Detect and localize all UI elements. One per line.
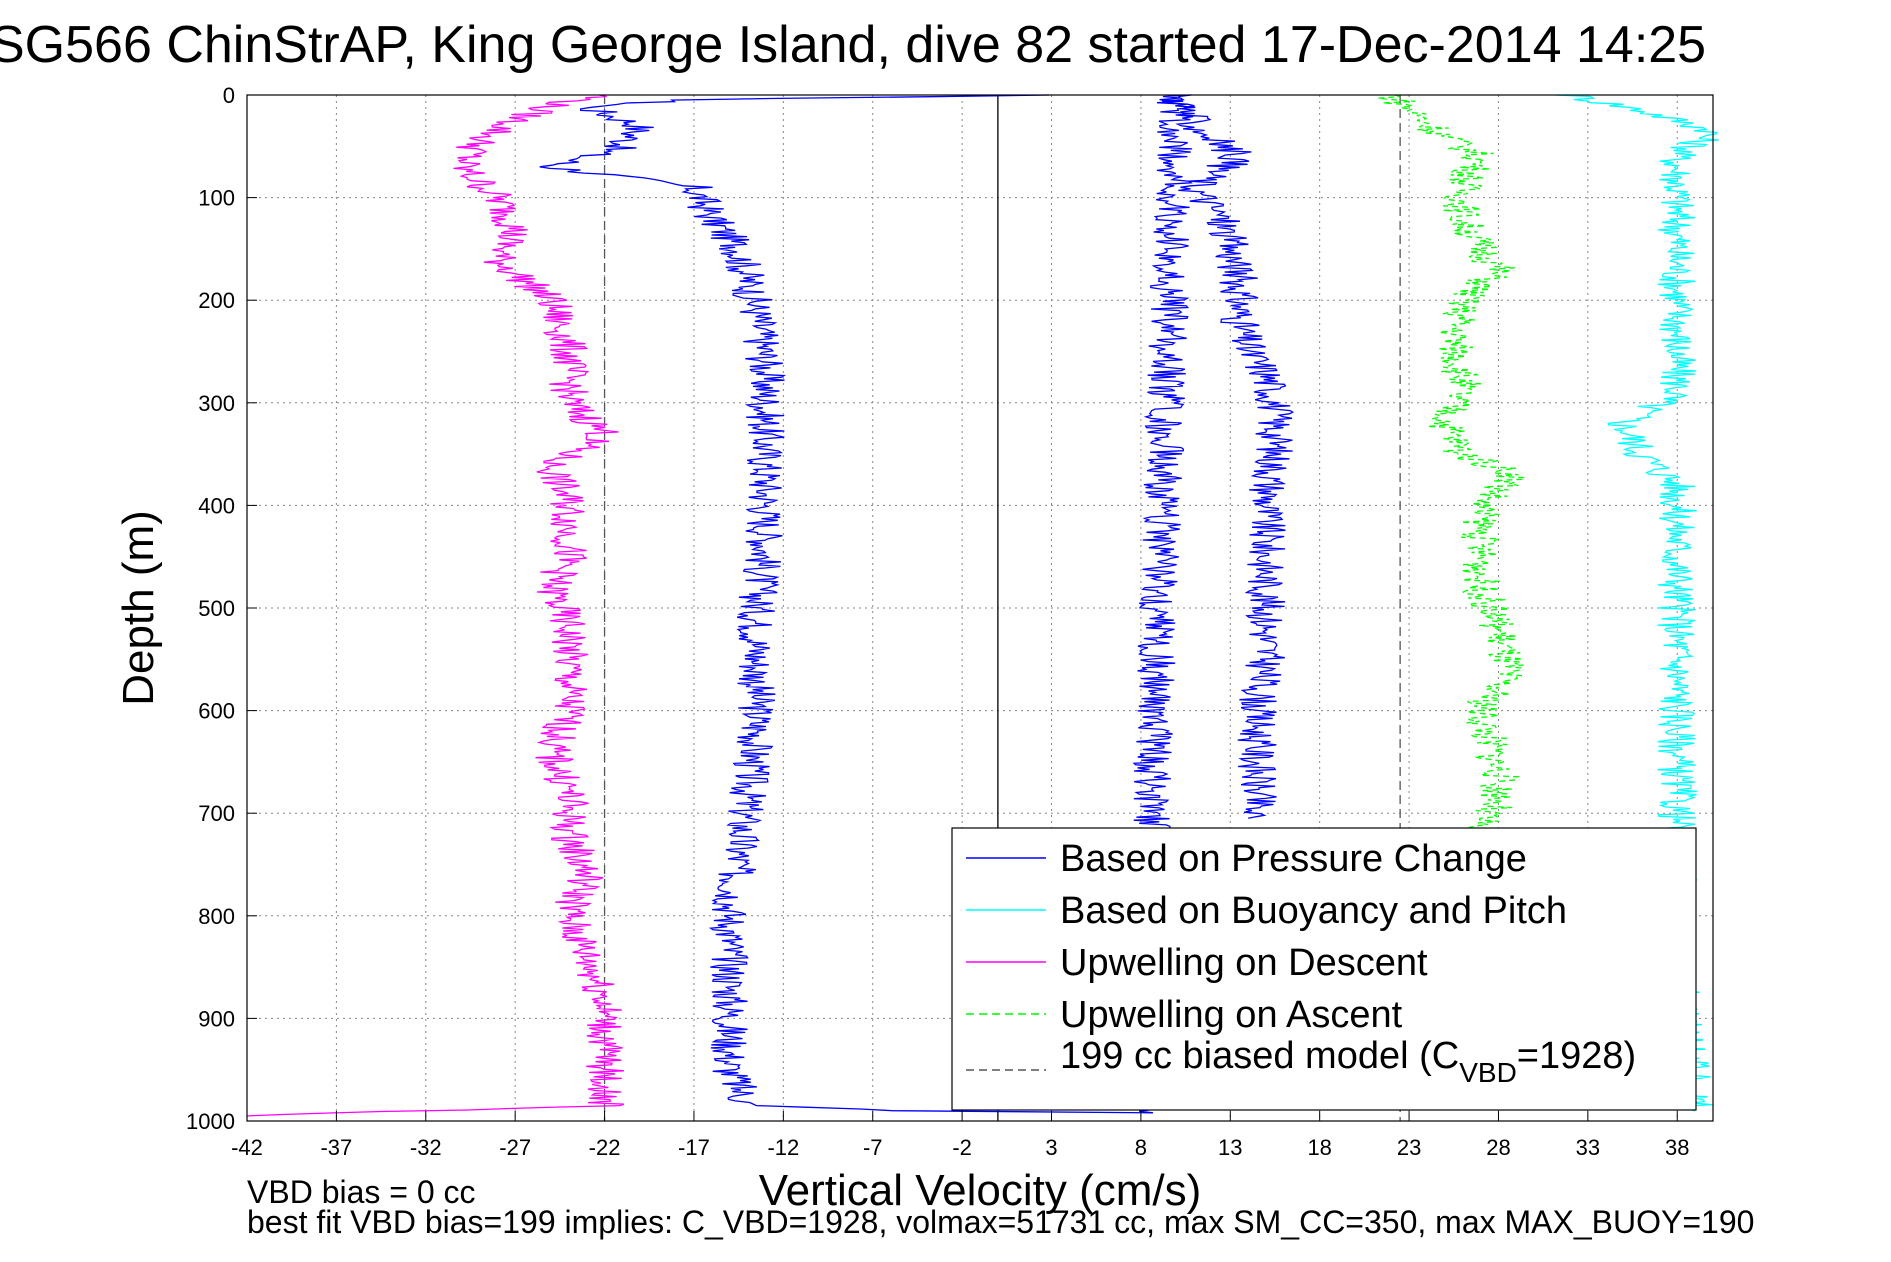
legend-model-prefix: 199 cc biased model (C (1060, 1035, 1459, 1077)
x-tick-label: 33 (1576, 1135, 1600, 1160)
legend-label-descent: Upwelling on Descent (1060, 942, 1428, 984)
series-line (246, 94, 625, 1117)
y-tick-label: 100 (198, 186, 235, 211)
legend-box (951, 827, 1697, 1111)
x-tick-label: -22 (589, 1135, 621, 1160)
legend-model-subscript: VBD (1459, 1057, 1517, 1088)
x-tick-label: 38 (1665, 1135, 1689, 1160)
x-tick-label: -42 (231, 1135, 263, 1160)
x-tick-label: -2 (952, 1135, 972, 1160)
legend: Based on Pressure Change Based on Buoyan… (951, 827, 1697, 1111)
x-tick-label: -7 (863, 1135, 883, 1160)
x-tick-labels: -42 -37 -32 -27 -22 -17 -12 -7 -2 3 8 13 18 23 28 33 38 (231, 1135, 1689, 1160)
x-tick-label: 8 (1135, 1135, 1147, 1160)
legend-label-ascent: Upwelling on Ascent (1060, 994, 1403, 1036)
legend-label-model: 199 cc biased model (CVBD=1928) (1060, 1035, 1636, 1088)
legend-model-suffix: =1928) (1517, 1035, 1636, 1077)
chart-title: SG566 ChinStrAP, King George Island, div… (0, 16, 1706, 74)
x-tick-label: 3 (1045, 1135, 1057, 1160)
y-tick-label: 300 (198, 391, 235, 416)
y-tick-label: 400 (198, 493, 235, 518)
x-tick-label: -12 (767, 1135, 799, 1160)
x-tick-label: -37 (320, 1135, 352, 1160)
y-tick-label: 600 (198, 699, 235, 724)
x-tick-label: 23 (1397, 1135, 1421, 1160)
y-tick-label: 200 (198, 288, 235, 313)
x-axis-label: Vertical Velocity (cm/s) (759, 1166, 1202, 1215)
legend-label-buoyancy: Based on Buoyancy and Pitch (1060, 890, 1567, 932)
y-tick-label: 1000 (186, 1109, 235, 1134)
series-line (539, 94, 1295, 1114)
y-tick-labels: 0 100 200 300 400 500 600 700 800 900 1000 (186, 83, 235, 1134)
x-tick-label: -32 (410, 1135, 442, 1160)
x-tick-label: 18 (1307, 1135, 1331, 1160)
y-axis-label: Depth (m) (114, 510, 163, 706)
footer-best-fit: best fit VBD bias=199 implies: C_VBD=192… (247, 1204, 1755, 1240)
x-tick-label: -17 (678, 1135, 710, 1160)
x-tick-label: 28 (1486, 1135, 1510, 1160)
axis-ticks (246, 94, 1678, 1122)
y-tick-label: 0 (223, 83, 235, 108)
y-tick-label: 900 (198, 1006, 235, 1031)
y-tick-label: 700 (198, 801, 235, 826)
y-tick-label: 500 (198, 596, 235, 621)
legend-label-pressure: Based on Pressure Change (1060, 838, 1527, 880)
y-tick-label: 800 (198, 904, 235, 929)
footer-vbd-bias: VBD bias = 0 cc (247, 1174, 476, 1210)
x-tick-label: 13 (1218, 1135, 1242, 1160)
x-tick-label: -27 (499, 1135, 531, 1160)
